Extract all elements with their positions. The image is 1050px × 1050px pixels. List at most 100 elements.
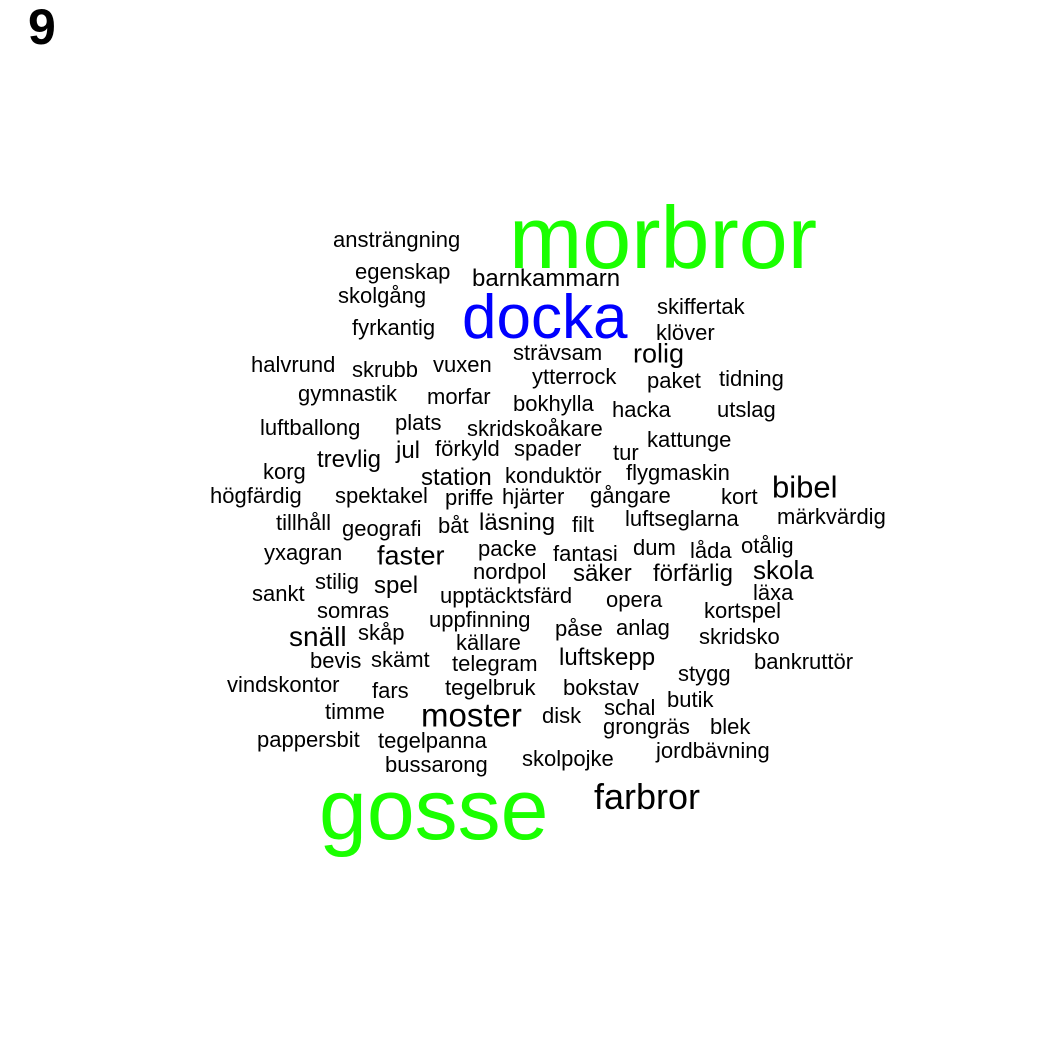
cloud-word: bankruttör: [754, 649, 854, 674]
cloud-word: anlag: [616, 615, 670, 640]
cloud-word: kort: [721, 484, 758, 509]
cloud-word: tidning: [719, 366, 784, 391]
cloud-word: skridskoåkare: [467, 416, 603, 441]
cloud-word: utslag: [717, 397, 776, 422]
cloud-word: yxagran: [264, 540, 343, 565]
cloud-word: blek: [710, 714, 751, 739]
cloud-word: somras: [317, 598, 390, 623]
cloud-word: luftballong: [260, 415, 361, 440]
cloud-word: skola: [753, 555, 814, 585]
cloud-word: kattunge: [647, 427, 732, 452]
cloud-word: stygg: [678, 661, 731, 686]
cloud-word: fars: [372, 678, 409, 703]
cloud-word: kortspel: [704, 598, 782, 623]
cloud-word: tillhåll: [276, 510, 332, 535]
cloud-word: gosse: [319, 762, 549, 858]
cloud-word: jordbävning: [656, 738, 770, 763]
cloud-word: sankt: [252, 581, 305, 606]
cloud-word: skämt: [371, 647, 430, 672]
cloud-word: halvrund: [251, 352, 336, 377]
cloud-word: båt: [438, 513, 469, 538]
cloud-word: högfärdig: [210, 483, 302, 508]
cloud-word: barnkammarn: [472, 265, 621, 292]
cloud-word: klöver: [656, 320, 715, 345]
cloud-word: konduktör: [505, 463, 602, 488]
cloud-word: packe: [478, 536, 537, 561]
cloud-word: fantasi: [553, 541, 618, 566]
cloud-word: gymnastik: [298, 381, 398, 406]
cloud-word: paket: [647, 368, 701, 393]
cloud-word: telegram: [452, 651, 538, 676]
cloud-word: spel: [374, 572, 419, 599]
cloud-word: rolig: [633, 338, 685, 369]
cloud-word: station: [421, 464, 492, 491]
cloud-word: plats: [395, 410, 442, 435]
cloud-word: opera: [606, 587, 663, 612]
cloud-word: upptäcktsfärd: [440, 583, 573, 608]
cloud-word: spader: [514, 436, 582, 461]
cloud-word: ytterrock: [532, 364, 617, 389]
cloud-word: farbror: [594, 776, 701, 817]
cloud-word: morbror: [509, 188, 818, 287]
cloud-word: säker: [573, 560, 632, 587]
cloud-word: skolpojke: [522, 746, 614, 771]
cloud-word: jul: [396, 437, 421, 464]
cloud-word: påse: [555, 616, 603, 641]
cloud-word: källare: [456, 630, 521, 655]
cloud-word: korg: [263, 459, 306, 484]
cloud-word: vindskontor: [227, 672, 340, 697]
cloud-word: timme: [325, 699, 385, 724]
cloud-word: bussarong: [385, 752, 488, 777]
cloud-word: skiffertak: [657, 294, 745, 319]
cloud-word: grongräs: [603, 714, 690, 739]
cloud-word: läsning: [479, 509, 556, 536]
cloud-word: faster: [377, 540, 445, 571]
cloud-word: bevis: [310, 648, 362, 673]
cloud-word: disk: [542, 703, 582, 728]
cloud-word: vuxen: [433, 352, 492, 377]
cloud-word: flygmaskin: [626, 460, 730, 485]
cloud-word: morfar: [427, 384, 491, 409]
cloud-word: luftskepp: [559, 644, 656, 671]
cloud-word: luftseglarna: [625, 506, 739, 531]
cloud-word: moster: [421, 696, 522, 734]
cloud-word: märkvärdig: [777, 504, 886, 529]
cloud-word: skrubb: [352, 357, 419, 382]
cloud-word: fyrkantig: [352, 315, 436, 340]
cloud-word: skåp: [358, 620, 405, 645]
cloud-word: geografi: [342, 516, 422, 541]
cloud-word: bokhylla: [513, 391, 594, 416]
cloud-word: skridsko: [699, 624, 780, 649]
cloud-word: hjärter: [502, 484, 565, 509]
cloud-word: hacka: [612, 397, 671, 422]
cloud-word: butik: [667, 687, 714, 712]
cloud-word: strävsam: [513, 340, 603, 365]
cloud-word: tur: [613, 440, 639, 465]
cloud-word: tegelbruk: [445, 675, 536, 700]
cloud-word: tegelpanna: [378, 728, 487, 753]
cloud-word: bibel: [772, 469, 838, 505]
cloud-word: förkyld: [435, 436, 500, 461]
cloud-word: bokstav: [563, 675, 639, 700]
cloud-word: stilig: [315, 569, 360, 594]
panel-number: 9: [28, 0, 56, 55]
cloud-word: gångare: [590, 483, 671, 508]
cloud-word: filt: [572, 512, 594, 537]
cloud-word: otålig: [741, 533, 794, 558]
cloud-word: dum: [633, 535, 676, 560]
cloud-word: skolgång: [338, 283, 427, 308]
cloud-word: schal: [604, 695, 656, 720]
cloud-word: pappersbit: [257, 727, 360, 752]
cloud-word: trevlig: [317, 446, 382, 473]
cloud-word: snäll: [289, 621, 347, 652]
cloud-word: låda: [690, 538, 732, 563]
cloud-word: egenskap: [355, 259, 451, 284]
cloud-word: docka: [462, 283, 628, 352]
cloud-word: läxa: [753, 580, 794, 605]
cloud-word: spektakel: [335, 483, 428, 508]
cloud-word: priffe: [445, 485, 494, 510]
cloud-word: uppfinning: [429, 607, 531, 632]
cloud-word: förfärlig: [653, 560, 734, 587]
cloud-word: nordpol: [473, 559, 547, 584]
